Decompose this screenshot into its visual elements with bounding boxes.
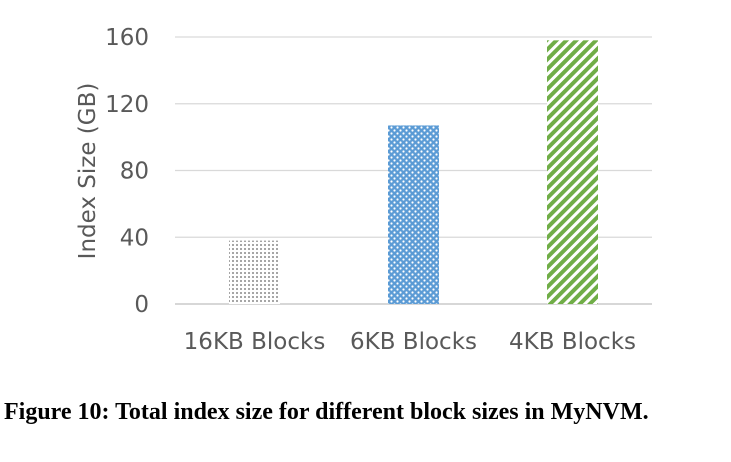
y-tick-label: 120 <box>105 92 149 118</box>
bar-6kb-blocks <box>388 125 439 304</box>
bars <box>229 40 598 305</box>
x-tick-label: 6KB Blocks <box>350 329 477 355</box>
y-axis-ticks: 0 40 80 120 160 <box>105 25 149 318</box>
bar-4kb-blocks <box>547 40 598 305</box>
y-tick-label: 0 <box>134 292 149 318</box>
figure-caption: Figure 10: Total index size for differen… <box>4 399 649 425</box>
x-tick-label: 4KB Blocks <box>509 329 636 355</box>
y-tick-label: 160 <box>105 25 149 51</box>
bar-16kb-blocks <box>229 240 280 304</box>
y-tick-label: 80 <box>120 159 149 185</box>
x-axis-labels: 16KB Blocks 6KB Blocks 4KB Blocks <box>184 329 636 355</box>
x-tick-label: 16KB Blocks <box>184 329 326 355</box>
y-axis-title: Index Size (GB) <box>75 83 101 260</box>
bar-chart: 0 40 80 120 160 16KB Blocks 6KB Blocks 4KB Blo… <box>75 25 652 355</box>
y-tick-label: 40 <box>120 225 149 251</box>
